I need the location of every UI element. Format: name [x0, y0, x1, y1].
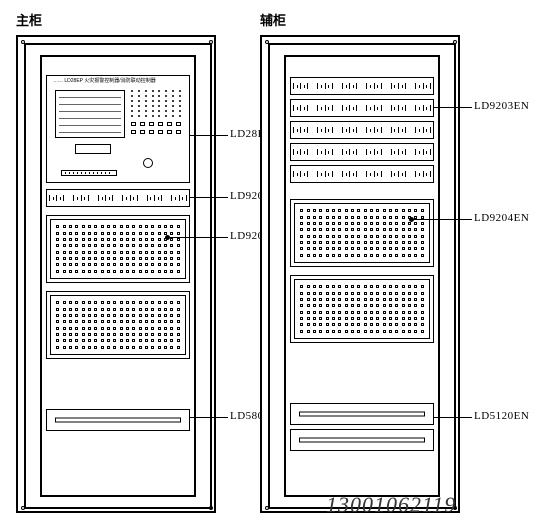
slot-module: [290, 403, 434, 425]
bar-module: [290, 165, 434, 183]
slot-module: [46, 409, 190, 431]
aux-callout-label: LD9203EN: [474, 100, 529, 112]
lcd-screen: [55, 90, 125, 138]
bar-module: [290, 99, 434, 117]
main-cabinet-outer: LD28EPLD9203ENLD9204ENLD5801EN…… LD28EP …: [16, 35, 216, 513]
slot-module: [290, 429, 434, 451]
bar-module: [290, 121, 434, 139]
aux-callout-label: LD5120EN: [474, 410, 529, 422]
aux-cabinet-outer: LD9203ENLD9204ENLD5120EN: [260, 35, 460, 513]
grid-module: [46, 291, 190, 359]
aux-rail-right: [440, 45, 447, 507]
aux-callout-label: LD9204EN: [474, 212, 529, 224]
main-rail-right: [196, 45, 203, 507]
bar-module: [290, 143, 434, 161]
vent-slot: [61, 170, 117, 176]
grid-module: [46, 215, 190, 283]
main-rail-left: [32, 45, 39, 507]
panel-header-text: …… LD28EP 火灾报警控制器/消防联动控制器: [53, 79, 156, 84]
main-cabinet-column: 主柜 LD28EPLD9203ENLD9204ENLD5801EN…… LD28…: [16, 10, 216, 513]
knob-icon: [143, 158, 153, 168]
aux-cabinet-column: 辅柜 LD9203ENLD9204ENLD5120EN: [260, 10, 460, 513]
control-panel: …… LD28EP 火灾报警控制器/消防联动控制器: [46, 75, 190, 183]
aux-cabinet-title: 辅柜: [260, 10, 460, 29]
grid-module: [290, 199, 434, 267]
seg-display: [75, 144, 111, 154]
main-cabinet-title: 主柜: [16, 10, 216, 29]
watermark-text: 13001062119: [326, 492, 456, 518]
aux-rail-left: [276, 45, 283, 507]
bar-module: [46, 189, 190, 207]
grid-module: [290, 275, 434, 343]
bar-module: [290, 77, 434, 95]
